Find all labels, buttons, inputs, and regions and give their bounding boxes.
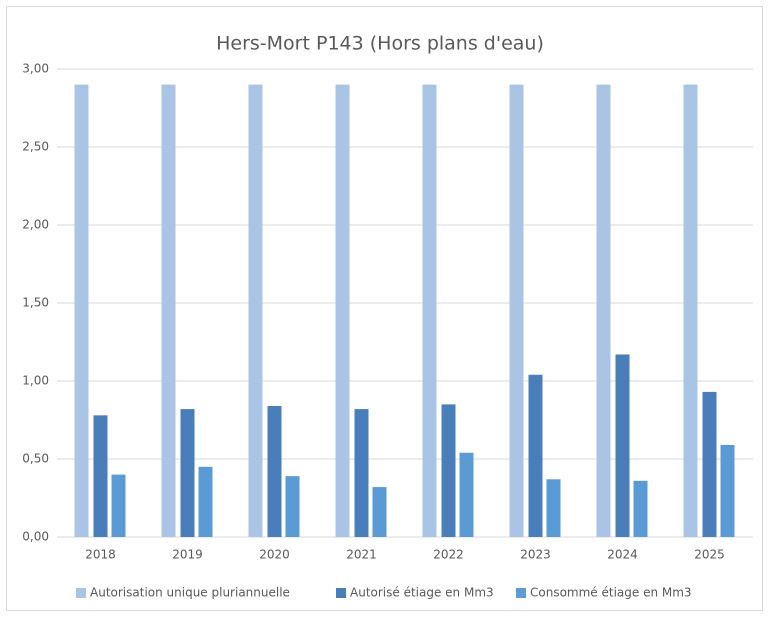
bar [459, 452, 474, 537]
bar [372, 487, 387, 537]
x-tick-label: 2024 [607, 548, 638, 562]
bar [422, 84, 437, 537]
x-tick-label: 2019 [172, 548, 203, 562]
bar [198, 466, 213, 537]
bar [93, 415, 108, 537]
bar [546, 479, 561, 537]
bar [285, 476, 300, 537]
legend-swatch [336, 588, 346, 598]
y-tick-label: 1,50 [22, 296, 49, 310]
bar [702, 391, 717, 537]
x-tick-label: 2021 [346, 548, 377, 562]
bar [615, 354, 630, 537]
bar [720, 444, 735, 537]
y-tick-label: 0,00 [22, 530, 49, 544]
bar [180, 409, 195, 537]
bar [161, 84, 176, 537]
x-tick-label: 2018 [85, 548, 116, 562]
bar [267, 405, 282, 537]
bar [248, 84, 263, 537]
bar [528, 374, 543, 537]
legend-swatch [516, 588, 526, 598]
x-tick-label: 2023 [520, 548, 551, 562]
legend-swatch [76, 588, 86, 598]
chart-title: Hers-Mort P143 (Hors plans d'eau) [216, 33, 544, 55]
y-tick-label: 0,50 [22, 452, 49, 466]
y-tick-label: 2,50 [22, 140, 49, 154]
y-tick-label: 3,00 [22, 62, 49, 76]
bar [335, 84, 350, 537]
legend-label: Consommé étiage en Mm3 [530, 586, 692, 600]
bar [111, 474, 126, 537]
bar [633, 480, 648, 537]
bar [509, 84, 524, 537]
bar [74, 84, 89, 537]
bar [354, 409, 369, 537]
legend-label: Autorisé étiage en Mm3 [350, 586, 494, 600]
y-tick-label: 2,00 [22, 218, 49, 232]
bar [596, 84, 611, 537]
x-tick-label: 2022 [433, 548, 464, 562]
bar [683, 84, 698, 537]
y-tick-label: 1,00 [22, 374, 49, 388]
x-tick-label: 2020 [259, 548, 290, 562]
legend-label: Autorisation unique pluriannuelle [90, 586, 290, 600]
bar [441, 404, 456, 537]
x-tick-label: 2025 [694, 548, 725, 562]
